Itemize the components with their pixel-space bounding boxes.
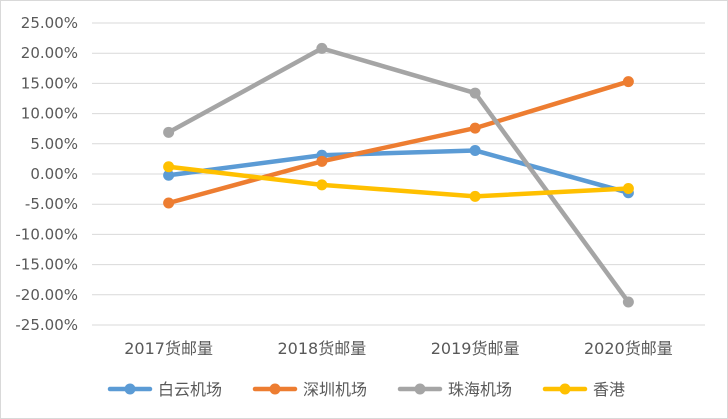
y-tick-label: -25.00% [15, 316, 78, 334]
x-category-label: 2020货邮量 [584, 339, 673, 358]
y-tick-label: 10.00% [21, 105, 78, 123]
legend-label: 白云机场 [158, 380, 222, 399]
legend: 白云机场 深圳机场 珠海机场 香港 [107, 380, 625, 399]
y-tick-label: 20.00% [21, 44, 78, 62]
legend-swatch-marker [414, 383, 426, 395]
x-category-label: 2017货邮量 [124, 339, 213, 358]
series-group [163, 161, 634, 202]
series-group [163, 42, 634, 308]
y-axis-tick-labels: 25.00% 20.00% 15.00% 10.00% 5.00% 0.00% -5.00%… [15, 14, 78, 334]
data-point [469, 190, 481, 202]
legend-swatch-marker [269, 383, 281, 395]
y-tick-label: 15.00% [21, 74, 78, 92]
x-axis-category-labels: 2017货邮量 2018货邮量 2019货邮量 2020货邮量 [124, 339, 672, 358]
data-point [316, 42, 328, 54]
data-point [316, 179, 328, 191]
data-point [163, 169, 175, 181]
y-tick-label: 25.00% [21, 14, 78, 32]
data-point [469, 87, 481, 99]
data-point [469, 122, 481, 134]
legend-item: 珠海机场 [397, 380, 512, 399]
data-point [622, 76, 634, 88]
y-tick-label: 0.00% [30, 165, 78, 183]
data-point [163, 197, 175, 209]
y-tick-label: -5.00% [25, 195, 78, 213]
x-category-label: 2018货邮量 [278, 339, 367, 358]
data-point [163, 126, 175, 138]
legend-label: 珠海机场 [448, 380, 512, 399]
y-tick-label: -10.00% [15, 225, 78, 243]
data-point [469, 144, 481, 156]
legend-swatch-marker [559, 383, 571, 395]
data-point [316, 155, 328, 167]
data-point [622, 296, 634, 308]
series-line [166, 46, 631, 305]
gridlines [92, 22, 705, 326]
legend-swatch-marker [124, 383, 136, 395]
y-tick-label: 5.00% [30, 135, 78, 153]
series-line [166, 148, 631, 195]
legend-item: 白云机场 [107, 380, 222, 399]
y-tick-label: -20.00% [15, 286, 78, 304]
legend-item: 香港 [542, 380, 625, 399]
series-group [163, 76, 634, 209]
y-tick-label: -15.00% [15, 256, 78, 274]
legend-label: 深圳机场 [303, 380, 367, 399]
series-lines [163, 42, 634, 308]
x-category-label: 2019货邮量 [431, 339, 520, 358]
series-line [166, 79, 631, 206]
data-point [622, 182, 634, 194]
data-point [163, 161, 175, 173]
series-line [166, 164, 631, 199]
legend-label: 香港 [593, 380, 625, 399]
legend-item: 深圳机场 [252, 380, 367, 399]
